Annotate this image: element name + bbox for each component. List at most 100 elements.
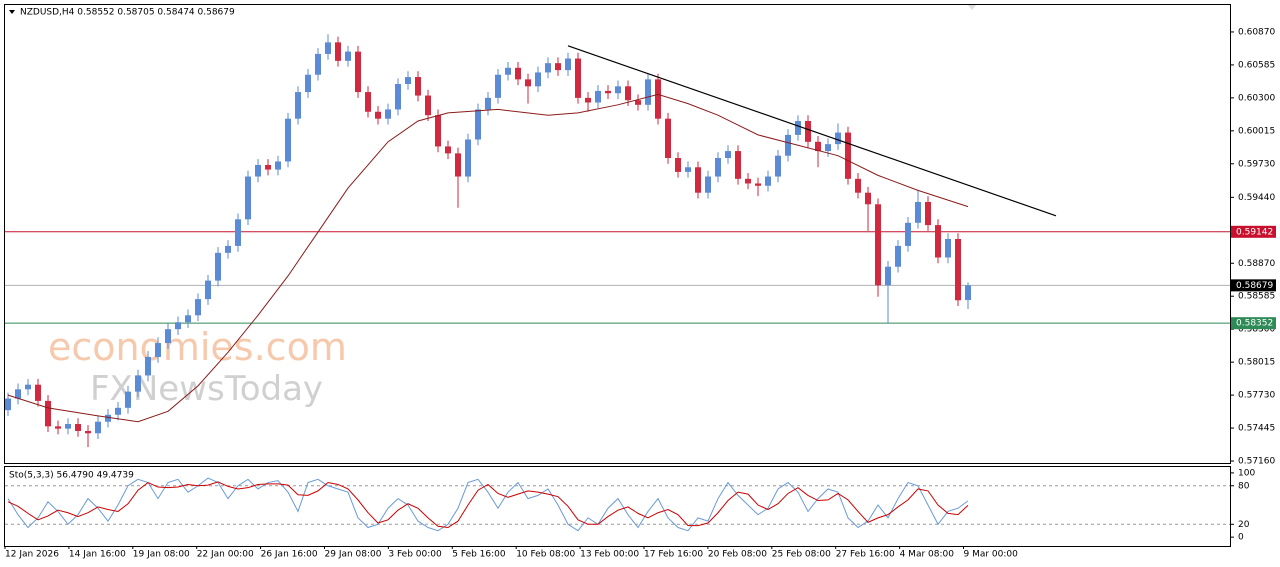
- candle-body: [595, 90, 601, 103]
- stoch-tick-label: 0: [1238, 533, 1244, 543]
- candle-body: [635, 100, 641, 105]
- candle-body: [105, 414, 111, 422]
- candle-body: [885, 266, 891, 286]
- candle-body: [5, 398, 11, 411]
- candle-body: [485, 97, 491, 110]
- y-tick-label: 0.60585: [1238, 60, 1275, 70]
- x-tick-label: 10 Feb 08:00: [516, 550, 575, 560]
- x-tick-label: 29 Jan 08:00: [325, 550, 382, 560]
- candle-body: [135, 375, 141, 392]
- candle-body: [745, 178, 751, 184]
- candle-body: [815, 141, 821, 152]
- candle-body: [185, 315, 191, 323]
- candle-body: [335, 42, 341, 61]
- x-tick-label: 27 Feb 16:00: [836, 550, 895, 560]
- candle-body: [445, 146, 451, 154]
- candle-body: [75, 424, 81, 431]
- x-tick-label: 14 Jan 16:00: [69, 550, 126, 560]
- y-tick-label: 0.58870: [1238, 259, 1275, 269]
- candle-body: [285, 118, 291, 162]
- candle-body: [785, 134, 791, 156]
- indicator-frame: [4, 466, 1231, 547]
- x-tick-label: 17 Feb 16:00: [644, 550, 703, 560]
- watermark: economies.com: [48, 325, 347, 369]
- candle-body: [265, 164, 271, 170]
- candle-body: [325, 42, 331, 54]
- trendline: [567, 45, 1057, 217]
- y-tick-label: 0.60300: [1238, 93, 1275, 103]
- x-tick-label: 13 Feb 00:00: [580, 550, 639, 560]
- candle-body: [905, 222, 911, 246]
- price-level-box: [1231, 317, 1276, 330]
- candle-body: [965, 285, 971, 301]
- stoch-tick-label: 20: [1238, 520, 1250, 530]
- candle-body: [305, 74, 311, 93]
- candle-body: [115, 407, 121, 415]
- candle-body: [295, 92, 301, 119]
- price-level-label: 0.58352: [1236, 319, 1273, 329]
- x-tick-label: 26 Jan 16:00: [261, 550, 318, 560]
- candle-body: [615, 86, 621, 94]
- x-tick-label: 22 Jan 00:00: [197, 550, 254, 560]
- candle-body: [665, 118, 671, 159]
- shift-marker: [968, 5, 976, 10]
- candle-body: [935, 225, 941, 258]
- candle-body: [165, 329, 171, 344]
- price-level-box: [1231, 279, 1276, 292]
- x-tick-label: 19 Jan 08:00: [133, 550, 190, 560]
- candle-body: [45, 400, 51, 427]
- candle-body: [555, 63, 561, 71]
- candle-body: [455, 153, 461, 177]
- price-level-label: 0.58679: [1236, 281, 1273, 291]
- candle-body: [365, 92, 371, 112]
- x-tick-label: 20 Feb 08:00: [708, 550, 767, 560]
- candle-body: [25, 384, 31, 390]
- price-level-label: 0.59142: [1236, 227, 1273, 237]
- candle-body: [155, 343, 161, 357]
- candle-body: [215, 252, 221, 281]
- candle-body: [915, 201, 921, 223]
- y-tick-label: 0.57445: [1238, 424, 1275, 434]
- candle-body: [395, 83, 401, 110]
- candle-body: [565, 58, 571, 71]
- candle-body: [695, 167, 701, 193]
- candle-body: [255, 164, 261, 177]
- candle-body: [275, 161, 281, 170]
- stoch-d: [7, 481, 969, 529]
- chart-title: NZDUSD,H4 0.58552 0.58705 0.58474 0.5867…: [20, 8, 235, 18]
- watermark: FXNewsToday: [90, 369, 323, 409]
- candle-body: [415, 77, 421, 96]
- stoch-tick-label: 80: [1238, 481, 1250, 491]
- candle-body: [345, 51, 351, 61]
- candle-body: [65, 424, 71, 429]
- indicator-label: Sto(5,3,3) 56.4790 49.4739: [9, 471, 134, 481]
- candle-body: [715, 158, 721, 177]
- candle-body: [705, 176, 711, 193]
- candle-body: [125, 391, 131, 408]
- candle-body: [795, 121, 801, 135]
- candle-body: [765, 176, 771, 186]
- candle-body: [655, 79, 661, 119]
- x-tick-label: 4 Mar 08:00: [900, 550, 955, 560]
- stoch-tick-label: 100: [1238, 468, 1255, 478]
- candle-body: [585, 97, 591, 103]
- candle-body: [625, 86, 631, 101]
- candle-body: [575, 58, 581, 98]
- moving-average: [7, 93, 969, 423]
- candle-body: [545, 63, 551, 73]
- y-tick-label: 0.57160: [1238, 457, 1275, 467]
- main-frame: [4, 4, 1231, 464]
- candle-body: [525, 79, 531, 87]
- candle-body: [605, 90, 611, 94]
- y-tick-label: 0.58585: [1238, 292, 1275, 302]
- price-level-box: [1231, 225, 1276, 238]
- candle-body: [35, 384, 41, 401]
- candle-body: [225, 245, 231, 253]
- x-tick-label: 9 Mar 00:00: [964, 550, 1019, 560]
- y-tick-label: 0.57730: [1238, 391, 1275, 401]
- candle-body: [505, 67, 511, 75]
- candle-body: [245, 176, 251, 220]
- candle-body: [855, 178, 861, 193]
- candle-body: [375, 111, 381, 119]
